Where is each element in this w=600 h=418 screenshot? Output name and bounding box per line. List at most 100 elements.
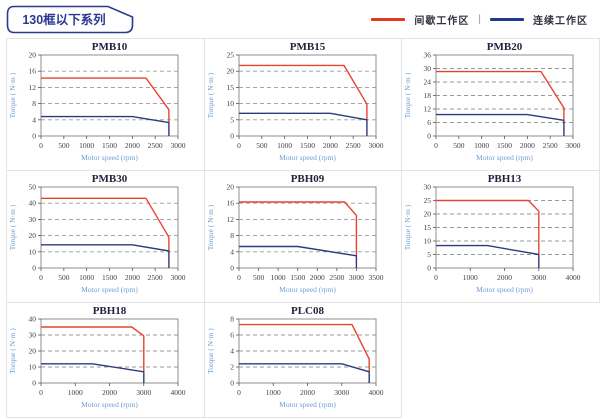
intermittent-zone-line <box>41 326 145 372</box>
plot-border <box>40 318 179 384</box>
series-tab[interactable]: 130框以下系列 <box>6 5 134 34</box>
y-tick-label: 0 <box>32 379 36 388</box>
x-tick-label: 3000 <box>368 141 383 150</box>
x-tick-label: 2000 <box>322 141 337 150</box>
chart-pbh18: PBH18 0 10 20 30 40 0 1000 2000 3000 4000 Motor spe… <box>8 305 186 409</box>
y-tick-label: 20 <box>29 347 37 356</box>
y-tick-label: 12 <box>424 105 432 114</box>
chart-cell-pmb15: PMB15 0 5 10 15 20 25 0 500 1000 1500 2000 2500 3000 M… <box>203 38 403 171</box>
y-tick-label: 25 <box>424 196 432 205</box>
continuous-zone-line <box>41 244 170 268</box>
x-tick-label: 0 <box>39 388 43 397</box>
y-axis-label: Torque ( N·m ) <box>206 72 215 118</box>
chart-plc08: PLC08 0 2 4 6 8 0 1000 2000 3000 4000 Motor speed (… <box>206 305 384 409</box>
y-tick-label: 16 <box>29 67 37 76</box>
y-tick-label: 0 <box>32 132 36 141</box>
y-tick-label: 30 <box>29 215 37 224</box>
y-tick-label: 6 <box>428 118 432 127</box>
y-axis-label: Torque ( N·m ) <box>8 204 17 250</box>
series-tab-label: 130框以下系列 <box>22 12 105 27</box>
chart-cell-pmb30: PMB30 0 10 20 30 40 50 0 500 1000 1500 2000 2500 3000… <box>6 170 205 303</box>
x-tick-label: 1000 <box>265 388 280 397</box>
continuous-zone-line <box>41 363 145 383</box>
x-tick-label: 2000 <box>497 273 512 282</box>
y-tick-label: 0 <box>32 264 36 273</box>
x-axis-label: Motor speed (rpm) <box>81 153 138 162</box>
x-tick-label: 3000 <box>349 273 364 282</box>
y-tick-label: 40 <box>29 315 37 324</box>
y-tick-label: 4 <box>32 115 36 124</box>
intermittent-zone-line <box>238 201 357 256</box>
y-tick-label: 2 <box>230 363 234 372</box>
y-tick-label: 5 <box>230 115 234 124</box>
y-tick-label: 4 <box>230 347 234 356</box>
x-tick-label: 2000 <box>102 388 117 397</box>
series-tab-border <box>6 5 134 33</box>
x-axis-label: Motor speed (rpm) <box>279 153 336 162</box>
y-tick-label: 10 <box>424 237 432 246</box>
x-tick-label: 1000 <box>68 388 83 397</box>
series-tab-shape: 130框以下系列 <box>6 5 134 33</box>
x-tick-label: 0 <box>237 388 241 397</box>
chart-cell-pbh18: PBH18 0 10 20 30 40 0 1000 2000 3000 4000 Motor spe… <box>6 302 205 418</box>
continuous-zone-line <box>238 245 357 268</box>
chart-pbh13: PBH13 0 5 10 15 20 25 30 0 1000 2000 3000 4000 Motor … <box>403 173 581 294</box>
y-tick-label: 30 <box>424 183 432 192</box>
x-tick-label: 0 <box>237 273 241 282</box>
x-tick-label: 500 <box>256 141 268 150</box>
x-tick-label: 1000 <box>270 273 285 282</box>
legend: 间歇工作区 | 连续工作区 <box>371 12 588 27</box>
intermittent-zone-line <box>436 199 540 255</box>
chart-cell-pmb10: PMB10 0 4 8 12 16 20 0 500 1000 1500 2000 2500 3000 Mo… <box>6 38 205 171</box>
y-tick-label: 40 <box>29 199 37 208</box>
y-tick-label: 10 <box>29 363 37 372</box>
chart-cell-pmb20: PMB20 0 6 12 18 24 30 36 0 500 1000 1500 2000 2500 300… <box>401 38 600 171</box>
chart-title: PMB20 <box>487 41 523 53</box>
y-tick-label: 12 <box>226 215 234 224</box>
chart-cell-pbh09: PBH09 0 4 8 12 16 20 0 500 1000 1500 2000 2500 3000 35… <box>203 170 403 303</box>
y-tick-label: 50 <box>29 183 37 192</box>
y-tick-label: 0 <box>230 379 234 388</box>
x-tick-label: 1500 <box>102 141 117 150</box>
plot-border <box>40 186 179 269</box>
x-tick-label: 500 <box>58 141 70 150</box>
y-tick-label: 20 <box>424 210 432 219</box>
y-axis-label: Torque ( N·m ) <box>206 328 215 374</box>
x-tick-label: 0 <box>39 273 43 282</box>
chart-cell-plc08: PLC08 0 2 4 6 8 0 1000 2000 3000 4000 Motor speed (… <box>203 302 403 418</box>
y-tick-label: 30 <box>29 331 37 340</box>
x-tick-label: 3500 <box>368 273 383 282</box>
y-tick-label: 20 <box>226 183 234 192</box>
x-tick-label: 2000 <box>309 273 324 282</box>
y-tick-label: 15 <box>226 83 234 92</box>
y-tick-label: 18 <box>424 91 432 100</box>
x-tick-label: 1500 <box>497 141 512 150</box>
x-tick-label: 2500 <box>329 273 344 282</box>
y-tick-label: 12 <box>29 83 37 92</box>
y-axis-label: Torque ( N·m ) <box>403 72 412 118</box>
x-tick-label: 4000 <box>368 388 383 397</box>
intermittent-zone-line <box>41 197 170 251</box>
y-axis-label: Torque ( N·m ) <box>403 204 412 250</box>
x-tick-label: 1000 <box>463 273 478 282</box>
y-tick-label: 10 <box>226 99 234 108</box>
intermittent-zone-swatch-icon <box>371 17 406 21</box>
x-axis-label: Motor speed (rpm) <box>81 400 138 409</box>
x-axis-label: Motor speed (rpm) <box>81 285 138 294</box>
x-tick-label: 0 <box>39 141 43 150</box>
plot-border <box>435 54 574 137</box>
x-tick-label: 0 <box>434 141 438 150</box>
continuous-zone-line <box>41 115 170 136</box>
chart-title: PMB10 <box>92 41 128 53</box>
continuous-zone-line <box>238 363 370 383</box>
chart-pmb10: PMB10 0 4 8 12 16 20 0 500 1000 1500 2000 2500 3000 Mo… <box>8 41 186 162</box>
plot-border <box>238 318 377 384</box>
x-tick-label: 1500 <box>102 273 117 282</box>
x-tick-label: 3000 <box>334 388 349 397</box>
x-tick-label: 2500 <box>543 141 558 150</box>
x-tick-label: 3000 <box>171 141 186 150</box>
x-tick-label: 1500 <box>290 273 305 282</box>
chart-title: PMB30 <box>92 173 128 185</box>
chart-pbh09: PBH09 0 4 8 12 16 20 0 500 1000 1500 2000 2500 3000 35… <box>206 173 384 294</box>
